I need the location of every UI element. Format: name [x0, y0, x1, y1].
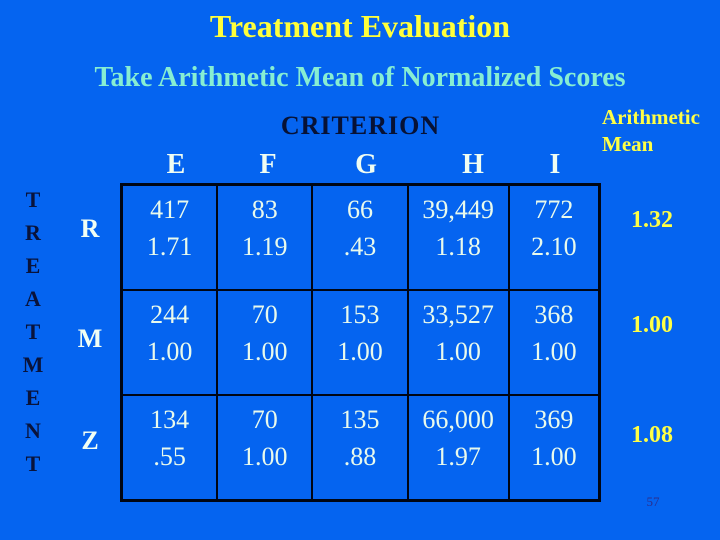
table-cell-m-h: 33,527 1.00 [408, 291, 508, 394]
normalized-score: 1.00 [242, 337, 288, 366]
table-cell-r-e: 417 1.71 [123, 186, 217, 289]
raw-score: 70 [251, 300, 278, 329]
normalized-score: .55 [153, 442, 186, 471]
raw-score: 772 [534, 195, 574, 224]
row-label-m: M [77, 324, 103, 353]
arithmetic-mean-value-r: 1.32 [631, 207, 673, 233]
table-cell-r-f: 83 1.19 [218, 186, 312, 289]
arithmetic-mean-label-line1: Arithmetic [602, 105, 700, 129]
table-cell-z-i: 369 1.00 [509, 396, 598, 499]
arithmetic-mean-value-m: 1.00 [631, 312, 673, 338]
table-cell-r-h: 39,449 1.18 [408, 186, 508, 289]
row-label-z: Z [81, 426, 99, 455]
raw-score: 135 [340, 405, 380, 434]
treatment-axis-letter: T [25, 451, 41, 476]
raw-score: 66,000 [422, 405, 494, 434]
column-header-h: H [462, 149, 484, 180]
table-cell-z-f: 70 1.00 [218, 396, 312, 499]
treatment-axis-label: T R E A T M E N T [16, 183, 50, 480]
table-cell-r-i: 772 2.10 [509, 186, 598, 289]
normalized-score: 1.71 [146, 232, 193, 261]
table-cell-m-f: 70 1.00 [218, 291, 312, 394]
table-cell-m-i: 368 1.00 [509, 291, 598, 394]
normalized-score: 1.18 [435, 232, 481, 261]
raw-score: 417 [150, 195, 190, 224]
raw-score: 153 [340, 300, 380, 329]
normalized-score: 2.10 [531, 232, 577, 261]
raw-score: 70 [251, 405, 278, 434]
arithmetic-mean-label-line2: Mean [602, 132, 654, 156]
column-header-i: I [549, 149, 561, 180]
raw-score: 33,527 [422, 300, 494, 329]
treatment-axis-letter: N [25, 418, 41, 443]
table-cell-m-e: 244 1.00 [123, 291, 217, 394]
treatment-axis-letter: M [22, 352, 44, 377]
raw-score: 39,449 [422, 195, 494, 224]
criterion-axis-label: CRITERION [280, 111, 441, 140]
raw-score: 66 [347, 195, 373, 224]
normalized-score: .88 [343, 442, 377, 471]
normalized-score: 1.00 [146, 337, 193, 366]
scores-table: 417 1.71 83 1.19 66 .43 39,449 1.18 772 … [120, 183, 601, 502]
normalized-score: 1.19 [242, 232, 288, 261]
table-cell-z-g: 135 .88 [313, 396, 407, 499]
slide-subtitle: Take Arithmetic Mean of Normalized Score… [94, 62, 626, 93]
raw-score: 244 [150, 300, 190, 329]
table-cell-m-g: 153 1.00 [313, 291, 407, 394]
column-header-g: G [355, 149, 377, 180]
column-header-f: F [259, 149, 277, 180]
raw-score: 368 [534, 300, 574, 329]
raw-score: 369 [534, 405, 574, 434]
treatment-axis-letter: A [25, 286, 41, 311]
slide-page-number: 57 [646, 494, 660, 509]
normalized-score: 1.00 [435, 337, 481, 366]
normalized-score: .43 [343, 232, 377, 261]
table-cell-z-h: 66,000 1.97 [408, 396, 508, 499]
arithmetic-mean-column-label: Arithmetic Mean [602, 104, 717, 158]
table-cell-z-e: 134 .55 [123, 396, 217, 499]
normalized-score: 1.97 [435, 442, 481, 471]
treatment-axis-letter: E [25, 253, 41, 278]
normalized-score: 1.00 [337, 337, 383, 366]
column-header-e: E [166, 149, 186, 180]
raw-score: 83 [251, 195, 278, 224]
normalized-score: 1.00 [242, 442, 288, 471]
normalized-score: 1.00 [531, 337, 577, 366]
treatment-axis-letter: E [25, 385, 41, 410]
arithmetic-mean-value-z: 1.08 [631, 422, 673, 448]
row-label-r: R [80, 214, 100, 243]
treatment-axis-letter: T [25, 187, 41, 212]
treatment-axis-letter: T [25, 319, 41, 344]
table-cell-r-g: 66 .43 [313, 186, 407, 289]
raw-score: 134 [150, 405, 190, 434]
treatment-axis-letter: R [25, 220, 41, 245]
slide-title: Treatment Evaluation [209, 8, 511, 44]
normalized-score: 1.00 [531, 442, 577, 471]
